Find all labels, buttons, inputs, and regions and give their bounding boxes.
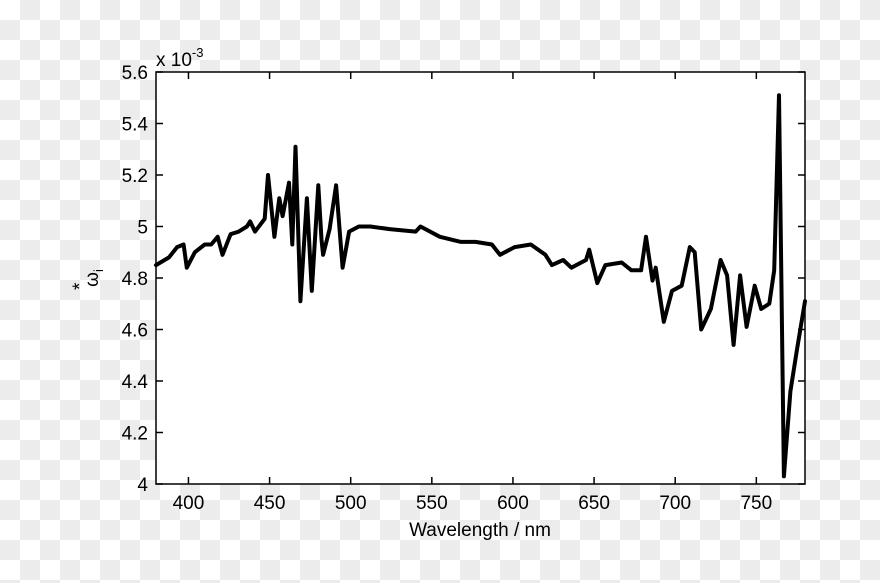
x-axis-label: Wavelength / nm <box>409 520 551 541</box>
y-axis-label: ωi * <box>70 269 106 290</box>
y-axis-ticks: 4 4.2 4.4 4.6 4.8 5 5.2 5.4 5.6 <box>122 63 805 496</box>
x-tick-label: 550 <box>416 493 448 514</box>
y-tick-label: 4.6 <box>122 321 148 342</box>
x-tick-label: 650 <box>578 493 610 514</box>
x-tick-label: 450 <box>254 493 286 514</box>
y-tick-label: 5.2 <box>122 166 148 187</box>
x-tick-label: 500 <box>335 493 367 514</box>
y-tick-label: 5.6 <box>122 63 148 84</box>
y-tick-label: 5.4 <box>122 115 149 136</box>
x-tick-label: 400 <box>173 493 205 514</box>
x-axis-ticks: 400 450 500 550 600 650 700 750 <box>173 72 772 514</box>
plot-frame <box>155 71 806 485</box>
y-tick-label: 4.4 <box>122 372 149 393</box>
x-tick-label: 750 <box>740 493 772 514</box>
data-series-line <box>154 93 807 479</box>
y-tick-label: 4.8 <box>122 269 148 290</box>
y-multiplier-label: x 10-3 <box>156 45 203 71</box>
y-tick-label: 5 <box>137 218 148 239</box>
y-tick-label: 4 <box>137 475 148 496</box>
svg-text:ωi: ωi <box>82 269 106 287</box>
x-tick-label: 600 <box>497 493 529 514</box>
y-tick-label: 4.2 <box>122 424 148 445</box>
x-tick-label: 700 <box>659 493 691 514</box>
plot-area <box>156 72 805 484</box>
svg-text:*: * <box>70 282 91 290</box>
